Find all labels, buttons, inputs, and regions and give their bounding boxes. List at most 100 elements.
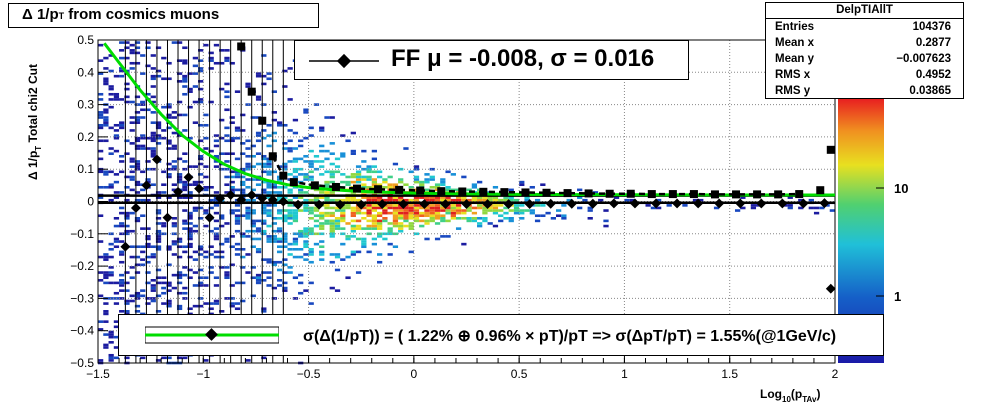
heatmap-cell — [108, 359, 114, 362]
heatmap-cell — [645, 204, 651, 207]
y-axis-title: Δ 1/pT Total chi2 Cut — [26, 64, 43, 180]
heatmap-cell — [350, 206, 356, 210]
heatmap-cell — [192, 64, 199, 68]
heatmap-cell — [119, 273, 125, 277]
heatmap-cell — [303, 209, 309, 212]
heatmap-cell — [250, 178, 256, 181]
heatmap-cell — [276, 245, 283, 249]
heatmap-cell — [182, 266, 188, 269]
heatmap-cell — [377, 227, 383, 230]
heatmap-cell — [603, 219, 609, 223]
heatmap-cell — [366, 232, 372, 236]
heatmap-cell — [382, 180, 388, 184]
heatmap-cell — [187, 232, 193, 236]
heatmap-cell — [324, 183, 330, 187]
heatmap-cell — [355, 180, 362, 184]
heatmap-cell — [129, 266, 135, 269]
heatmap-cell — [145, 64, 151, 68]
heatmap-cell — [398, 180, 404, 184]
heatmap-cell — [271, 111, 277, 114]
heatmap-cell — [119, 123, 125, 127]
heatmap-cell — [329, 175, 335, 179]
heatmap-cell — [245, 178, 251, 181]
heatmap-cell — [224, 90, 230, 93]
heatmap-cell — [192, 180, 199, 184]
heatmap-cell — [150, 67, 156, 70]
heatmap-cell — [271, 237, 277, 241]
heatmap-cell — [129, 245, 135, 249]
heatmap-cell — [471, 198, 478, 202]
heatmap-cell — [319, 214, 325, 218]
heatmap-cell — [255, 183, 262, 187]
heatmap-cell — [187, 276, 193, 280]
heatmap-cell — [319, 211, 325, 215]
heatmap-cell — [303, 160, 309, 163]
heatmap-cell — [134, 245, 141, 249]
heatmap-cell — [656, 198, 662, 202]
heatmap-cell — [113, 98, 120, 101]
heatmap-cell — [140, 108, 146, 112]
heatmap-cell — [603, 209, 609, 212]
heatmap-cell — [534, 204, 541, 207]
heatmap-cell — [182, 129, 188, 132]
stats-row: Mean y −0.007623 — [775, 53, 951, 65]
mean-marker — [183, 172, 194, 183]
heatmap-cell — [171, 216, 177, 220]
heatmap-cell — [161, 56, 167, 60]
heatmap-cell — [340, 232, 346, 236]
heatmap-cell — [303, 289, 309, 292]
heatmap-cell — [282, 196, 288, 199]
mean-marker — [278, 196, 289, 207]
heatmap-cell — [219, 152, 225, 155]
heatmap-cell — [119, 250, 125, 254]
heatmap-cell — [108, 333, 114, 336]
heatmap-cell — [108, 147, 114, 150]
heatmap-cell — [119, 289, 125, 292]
heatmap-cell — [355, 211, 362, 215]
heatmap-cell — [213, 191, 220, 194]
heatmap-cell — [324, 180, 330, 184]
x-tick-label: 1 — [621, 367, 628, 381]
heatmap-cell — [271, 229, 277, 233]
heatmap-cell — [219, 49, 225, 52]
rms-marker — [668, 190, 677, 199]
mean-marker — [173, 186, 183, 197]
heatmap-cell — [129, 175, 135, 179]
heatmap-cell — [108, 92, 114, 96]
heatmap-cell — [287, 160, 293, 163]
heatmap-cell — [108, 126, 114, 130]
heatmap-cell — [155, 245, 162, 249]
heatmap-cell — [319, 129, 325, 132]
heatmap-cell — [171, 222, 177, 225]
heatmap-cell — [224, 297, 230, 300]
heatmap-cell — [303, 242, 309, 246]
heatmap-cell — [250, 276, 256, 280]
heatmap-cell — [103, 80, 109, 83]
heatmap-cell — [455, 216, 462, 220]
heatmap-cell — [245, 359, 251, 362]
heatmap-cell — [124, 302, 130, 305]
heatmap-cell — [503, 198, 509, 202]
heatmap-cell — [234, 229, 241, 233]
heatmap-cell — [245, 209, 251, 212]
heatmap-cell — [319, 191, 325, 194]
heatmap-cell — [287, 266, 293, 269]
heatmap-cell — [171, 111, 177, 114]
heatmap-cell — [282, 245, 288, 249]
heatmap-cell — [424, 222, 430, 225]
heatmap-cell — [477, 216, 483, 220]
heatmap-cell — [234, 253, 241, 256]
heatmap-cell — [419, 219, 425, 223]
heatmap-cell — [182, 297, 188, 300]
heatmap-cell — [124, 198, 130, 202]
heatmap-cell — [529, 211, 535, 215]
heatmap-cell — [234, 90, 241, 93]
heatmap-cell — [408, 211, 414, 215]
heatmap-cell — [150, 297, 156, 300]
heatmap-cell — [350, 196, 356, 199]
heatmap-cell — [392, 214, 399, 218]
heatmap-cell — [292, 209, 299, 212]
heatmap-cell — [208, 266, 214, 269]
heatmap-cell — [366, 167, 372, 171]
heatmap-cell — [787, 196, 793, 199]
